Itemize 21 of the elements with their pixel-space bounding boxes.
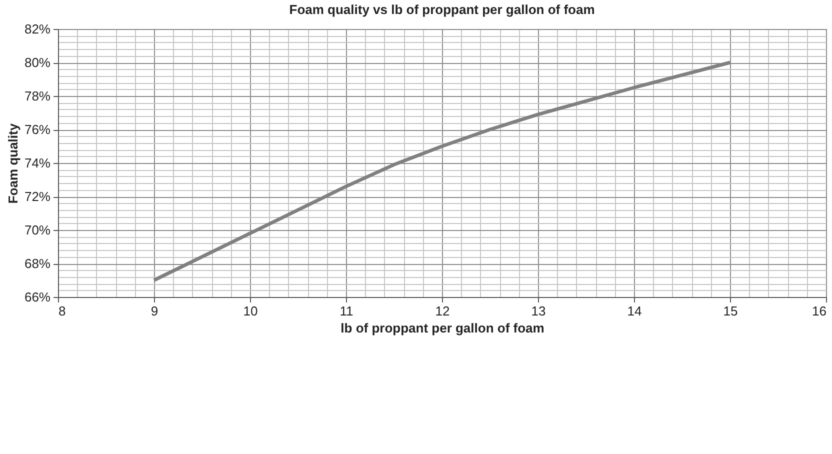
x-tick-label: 9 bbox=[150, 304, 158, 318]
y-tick-label: 72% bbox=[24, 189, 51, 204]
x-tick-label: 14 bbox=[627, 304, 642, 318]
x-tick-label: 12 bbox=[435, 304, 450, 318]
x-tick-label: 11 bbox=[340, 304, 354, 318]
y-tick-label: 74% bbox=[24, 156, 51, 170]
y-tick-label: 78% bbox=[24, 88, 51, 104]
y-tick-label: 80% bbox=[24, 55, 51, 70]
y-tick-label: 68% bbox=[24, 256, 51, 271]
y-tick-label: 70% bbox=[24, 222, 51, 238]
y-axis-title: Foam quality bbox=[5, 122, 20, 204]
x-tick-label: 15 bbox=[723, 304, 738, 318]
y-tick-label: 82% bbox=[24, 22, 51, 36]
chart-title: Foam quality vs lb of proppant per gallon of foam bbox=[289, 2, 595, 17]
y-tick-label: 76% bbox=[24, 122, 51, 137]
x-tick-label: 10 bbox=[243, 304, 258, 318]
x-tick-label: 16 bbox=[812, 304, 826, 318]
x-axis-title: lb of proppant per gallon of foam bbox=[340, 320, 544, 336]
x-tick-label: 13 bbox=[531, 304, 546, 318]
x-tick-label: 8 bbox=[58, 304, 66, 318]
y-tick-label: 66% bbox=[24, 290, 51, 304]
